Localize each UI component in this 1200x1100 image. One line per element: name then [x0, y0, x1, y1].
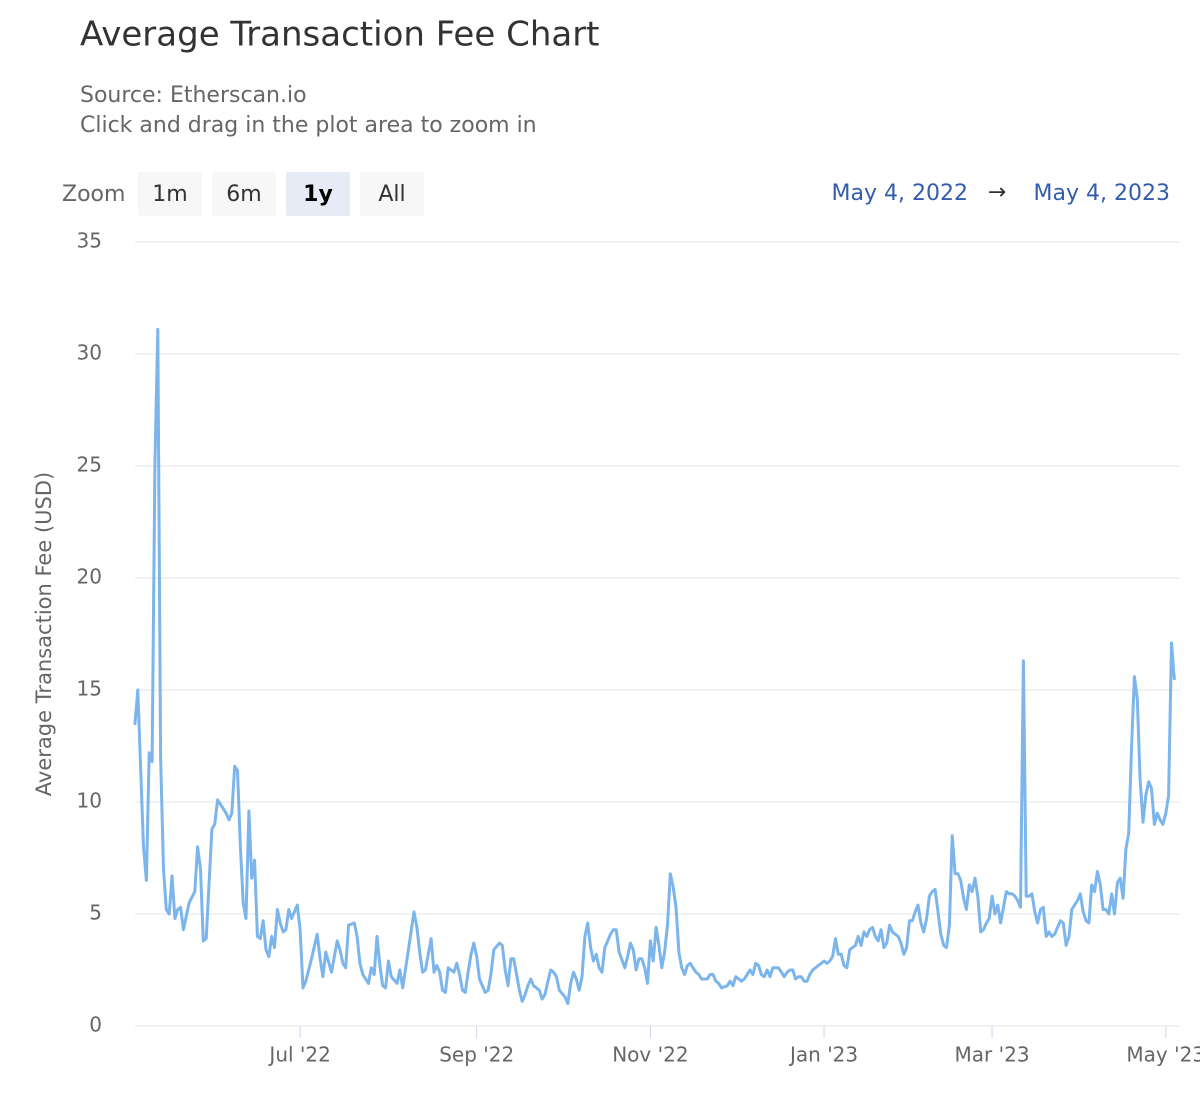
y-tick-label: 25 [77, 453, 102, 477]
data-line [133, 327, 1176, 1006]
x-tick-label: May '23 [1126, 1043, 1200, 1067]
x-tick-label: Nov '22 [612, 1043, 688, 1067]
y-tick-label: 10 [77, 789, 102, 813]
zoom-button-label[interactable]: 1y [303, 182, 333, 207]
x-tick-label: Mar '23 [955, 1043, 1030, 1067]
y-axis-title: Average Transaction Fee (USD) [32, 472, 56, 796]
range-to[interactable]: May 4, 2023 [1034, 181, 1170, 206]
zoom-button[interactable] [286, 172, 350, 216]
zoom-label: Zoom [62, 182, 125, 207]
y-tick-label: 0 [89, 1013, 102, 1037]
range-arrow: → [988, 180, 1006, 205]
y-tick-label: 30 [77, 341, 102, 365]
subtitle: Source: Etherscan.io [80, 83, 307, 108]
x-tick-label: Jul '22 [267, 1043, 330, 1067]
range-from[interactable]: May 4, 2022 [832, 181, 968, 206]
zoom-button-label[interactable]: All [378, 182, 405, 207]
y-tick-label: 15 [77, 677, 102, 701]
zoom-button-label[interactable]: 1m [152, 182, 187, 207]
zoom-button[interactable] [212, 172, 276, 216]
zoom-button[interactable] [138, 172, 202, 216]
zoom-button[interactable] [360, 172, 424, 216]
x-tick-label: Jan '23 [788, 1043, 858, 1067]
y-tick-label: 5 [89, 901, 102, 925]
x-tick-label: Sep '22 [439, 1043, 514, 1067]
y-tick-label: 35 [77, 229, 102, 253]
chart-title: Average Transaction Fee Chart [80, 15, 600, 55]
y-tick-label: 20 [77, 565, 102, 589]
zoom-button-label[interactable]: 6m [226, 182, 261, 207]
hint: Click and drag in the plot area to zoom … [80, 113, 537, 138]
